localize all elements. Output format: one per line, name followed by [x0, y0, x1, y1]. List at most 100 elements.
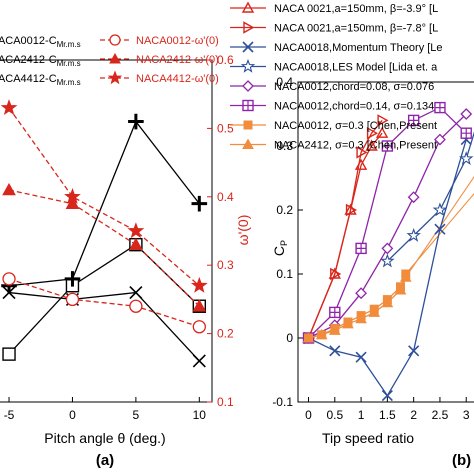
right-tick-label: 0.4	[217, 190, 234, 204]
y-tick-label: 0.2	[276, 203, 293, 217]
legend-label-subscript: Mr.m.s	[57, 40, 81, 49]
data-point	[368, 306, 381, 317]
data-point	[192, 299, 207, 312]
x-tick-label: 10	[193, 408, 207, 422]
data-point	[329, 306, 341, 319]
data-point	[381, 140, 394, 152]
data-point	[355, 287, 368, 300]
legend-label: NACA0018,Momentum Theory [Le	[274, 42, 443, 54]
data-point	[407, 114, 420, 127]
data-point	[192, 320, 206, 334]
legend-label: NACA 0021,a=150mm, β=-3.9° [L	[274, 3, 438, 15]
legend-swatch-marker	[240, 58, 256, 73]
data-point	[329, 345, 341, 357]
legend-label: NACA2412-CMr.m.s	[0, 54, 81, 68]
legend-swatch-marker	[242, 41, 254, 53]
right-tick-label: 0.2	[217, 327, 234, 341]
right-tick-label: 0.3	[217, 258, 234, 272]
data-point	[356, 146, 368, 159]
data-point	[191, 195, 208, 212]
x-tick-label: 0.5	[326, 408, 343, 422]
panel-b-ticks: 0 0.5 1 1.5 2 2.5 3 -0.1 0 0.1 0.2 0.3 0.4	[272, 75, 470, 422]
panel-b-legend: NACA 0021,a=150mm, β=-3.9° [L NACA 0021,a…	[230, 1, 443, 152]
data-point	[2, 347, 16, 361]
panel-b-plot-frame	[297, 81, 474, 403]
right-tick-label: 0.1	[217, 395, 234, 409]
data-point	[330, 267, 342, 281]
data-point	[2, 182, 16, 196]
data-point	[365, 139, 378, 151]
data-point	[458, 151, 474, 166]
data-point	[460, 108, 473, 120]
data-point	[64, 271, 81, 287]
data-point	[434, 133, 446, 146]
data-point	[192, 354, 206, 368]
data-point	[355, 242, 367, 255]
series-line	[308, 139, 467, 397]
data-point	[375, 126, 389, 138]
data-point	[128, 113, 144, 130]
data-point	[129, 299, 143, 313]
data-point	[65, 292, 80, 307]
panel-b-y-axis-label: CP	[271, 240, 289, 256]
x-tick-label: 0	[305, 408, 312, 422]
x-tick-label: 2	[410, 408, 417, 422]
panel-a-label: (a)	[96, 452, 114, 469]
data-point	[315, 328, 328, 340]
x-tick-label: 1.5	[379, 408, 396, 422]
legend-label: NACA0012,chord=0.08, σ=0.076	[274, 81, 434, 93]
legend-label: NACA 0021,a=150mm, β=-7.8° [L	[274, 23, 438, 35]
legend-swatch-marker	[109, 34, 121, 46]
data-point	[366, 127, 379, 140]
data-point	[406, 227, 421, 242]
legend-label: NACA0012-ω'(0)	[136, 35, 219, 47]
series-line	[8, 291, 200, 362]
data-point	[408, 345, 420, 357]
series-line	[308, 276, 407, 339]
data-point	[0, 99, 18, 115]
right-tick-label: 0.5	[217, 121, 234, 135]
x-tick-label: -5	[4, 408, 15, 422]
data-point	[434, 101, 446, 114]
legend-label: NACA4412-ω'(0)	[136, 73, 219, 85]
panel-a: NACA0012-CMr.m.s NACA2412-CMr.m.s NACA4412…	[0, 34, 251, 469]
panel-a-right-axis-label: ω'(0)	[235, 215, 251, 246]
legend-label: NACA0012-CMr.m.s	[0, 35, 81, 49]
data-point	[381, 296, 394, 308]
x-tick-label: 5	[133, 408, 140, 422]
panel-a-legend: NACA0012-CMr.m.s NACA2412-CMr.m.s NACA4412…	[0, 34, 219, 87]
y-tick-label: 0.3	[276, 139, 293, 153]
legend-swatch-marker	[243, 120, 253, 130]
data-point	[381, 390, 393, 402]
panel-b-series	[302, 101, 474, 402]
legend-swatch-marker	[242, 99, 254, 112]
data-point	[345, 203, 358, 217]
data-point	[328, 324, 341, 335]
data-point	[65, 196, 80, 209]
data-point	[434, 223, 446, 235]
y-tick-label: -0.1	[272, 395, 293, 409]
data-point	[399, 271, 412, 282]
data-point	[129, 237, 143, 250]
data-point	[302, 331, 315, 343]
panel-a-ticks: -5 0 5 10 0.1 0.2 0.3 0.4 0.5 0.6	[4, 53, 234, 422]
data-point	[355, 312, 367, 324]
series-line	[8, 120, 200, 287]
legend-swatch-marker	[107, 70, 123, 85]
data-point	[380, 253, 395, 268]
legend-swatch-marker	[242, 80, 254, 92]
trend-line	[405, 175, 474, 278]
panel-b-x-axis-label: Tip speed ratio	[322, 430, 414, 446]
panel-b-y-axis-label-subscript: P	[279, 240, 289, 246]
legend-label: NACA0018,LES Model [Lida et. a	[274, 62, 438, 74]
y-tick-label: 0.1	[276, 267, 293, 281]
panel-b-label: (b)	[452, 452, 471, 469]
data-point	[344, 203, 357, 215]
series-line	[8, 278, 200, 328]
x-tick-label: 1	[358, 408, 365, 422]
series-line	[8, 107, 200, 287]
legend-label-subscript: Mr.m.s	[57, 78, 81, 87]
y-tick-label: 0	[286, 331, 293, 345]
data-point	[460, 127, 472, 139]
